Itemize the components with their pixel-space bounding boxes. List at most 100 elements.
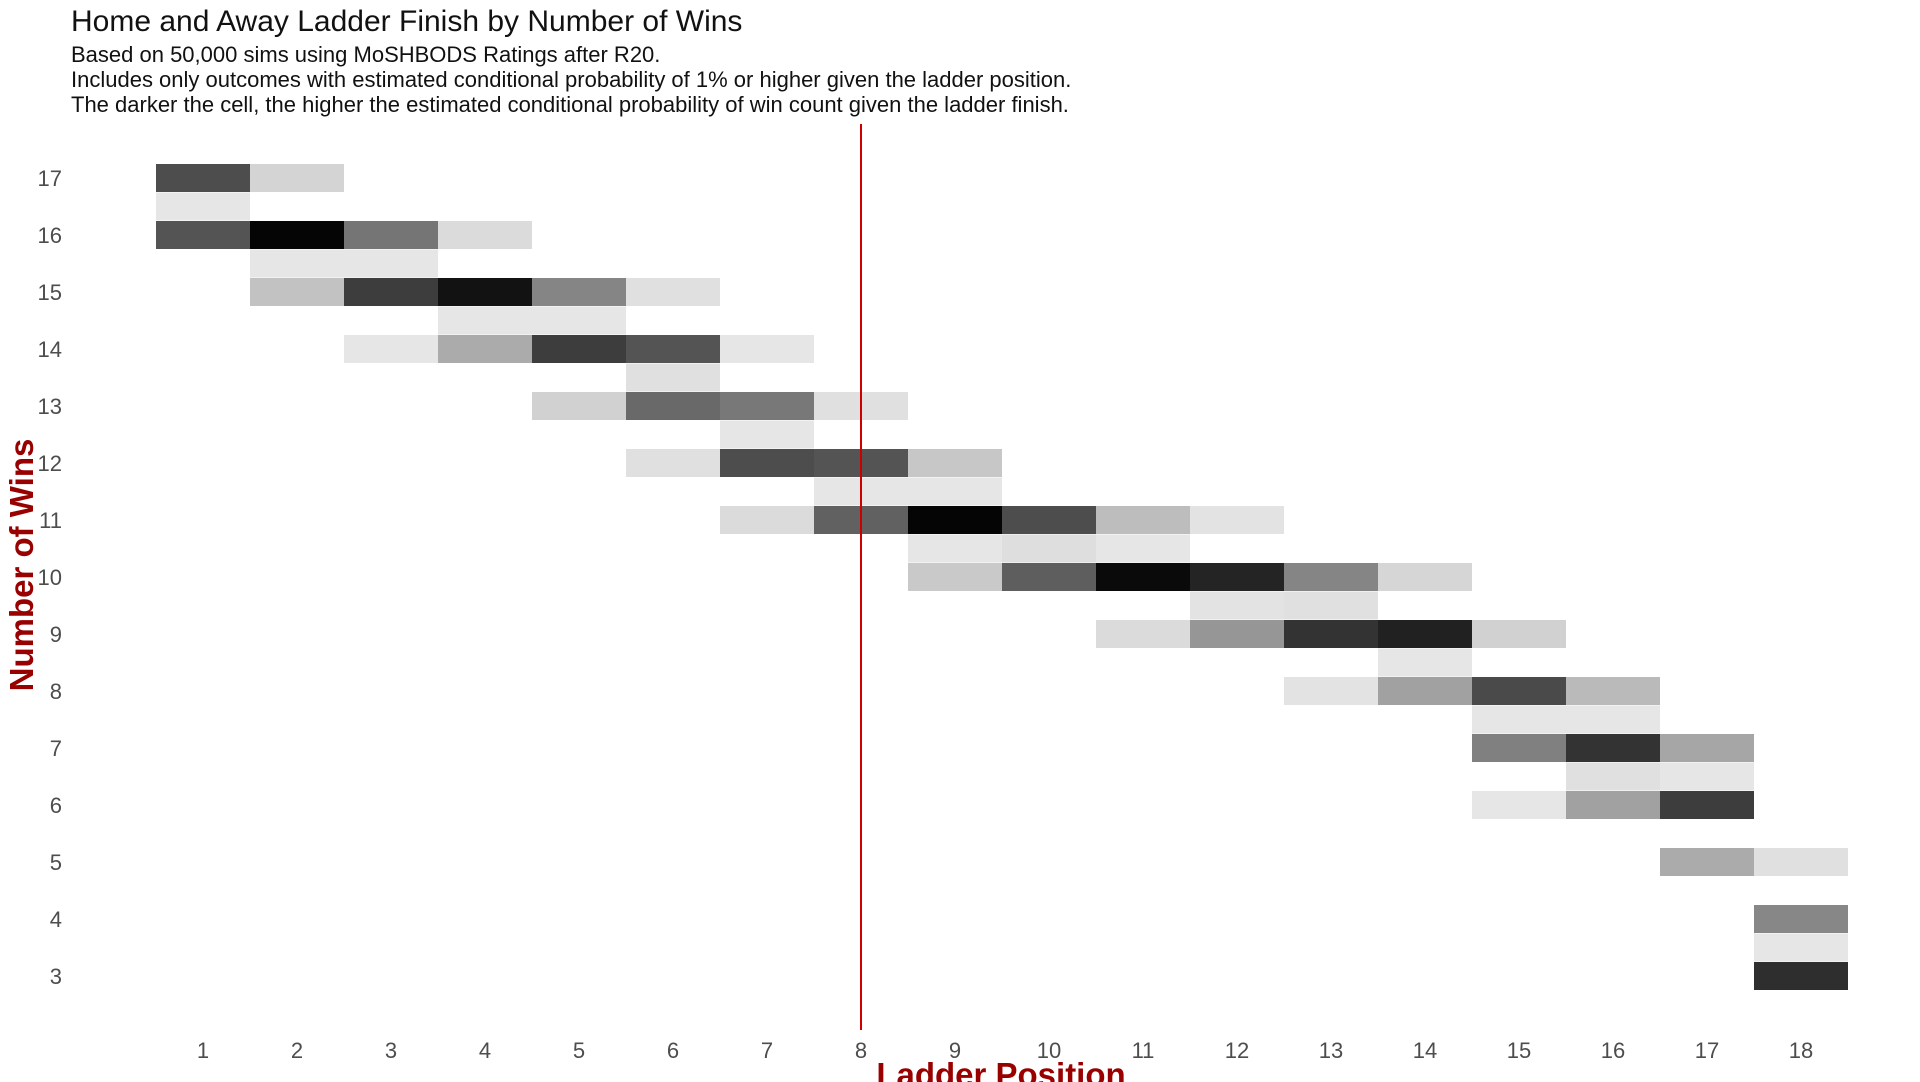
y-tick-label: 10 (38, 565, 62, 590)
y-tick-label: 14 (38, 337, 62, 362)
heatmap-cell (1096, 620, 1190, 648)
heatmap-cell (1754, 962, 1848, 990)
heatmap-cell (1096, 506, 1190, 534)
heatmap-cell (438, 221, 532, 249)
y-tick-label: 12 (38, 451, 62, 476)
heatmap-cell (626, 449, 720, 477)
y-tick-label: 4 (50, 907, 62, 932)
heatmap-cell (908, 563, 1002, 591)
y-tick-label: 13 (38, 394, 62, 419)
heatmap-cell (1096, 534, 1190, 563)
heatmap-cell (1566, 705, 1660, 734)
y-tick-label: 3 (50, 964, 62, 989)
x-axis-ticks: 1 2 3 4 5 6 7 8 9 10 11 12 13 14 15 16 17 18 (197, 1038, 1813, 1063)
heatmap-cell (250, 221, 344, 249)
heatmap-cell (1190, 506, 1284, 534)
heatmap-cell (438, 278, 532, 306)
heatmap-cell (720, 420, 814, 449)
heatmap-cell (1472, 620, 1566, 648)
heatmap-cell (1284, 591, 1378, 620)
heatmap-cell (1284, 620, 1378, 648)
x-tick-label: 10 (1037, 1038, 1061, 1063)
heatmap-cell (1660, 734, 1754, 762)
heatmap-cell (1472, 705, 1566, 734)
x-tick-label: 6 (667, 1038, 679, 1063)
heatmap-cell (1754, 905, 1848, 933)
heatmap-cell (908, 534, 1002, 563)
heatmap-cell (720, 449, 814, 477)
x-tick-label: 9 (949, 1038, 961, 1063)
heatmap-cell (1284, 563, 1378, 591)
heatmap-cell (626, 278, 720, 306)
heatmap-cell (1754, 848, 1848, 876)
heatmap-cell (1660, 791, 1754, 819)
y-axis-ticks: 17 16 15 14 13 12 11 10 9 8 7 6 5 4 3 (38, 166, 62, 989)
heatmap-cell (1472, 734, 1566, 762)
heatmap-cell (344, 249, 438, 278)
x-tick-label: 8 (855, 1038, 867, 1063)
heatmap-cell (250, 249, 344, 278)
heatmap-cell (532, 335, 626, 363)
y-tick-label: 7 (50, 736, 62, 761)
heatmap-cell (156, 192, 250, 221)
heatmap-cells (156, 164, 1848, 990)
heatmap-cell (1660, 762, 1754, 791)
heatmap-cell (250, 278, 344, 306)
x-tick-label: 12 (1225, 1038, 1249, 1063)
heatmap-cell (532, 306, 626, 335)
heatmap-cell (1472, 791, 1566, 819)
heatmap-cell (438, 306, 532, 335)
x-axis-title: Ladder Position (876, 1056, 1125, 1082)
heatmap-cell (626, 363, 720, 392)
x-tick-label: 1 (197, 1038, 209, 1063)
heatmap-cell (1378, 677, 1472, 705)
heatmap-cell (1566, 791, 1660, 819)
heatmap-cell (250, 164, 344, 192)
y-tick-label: 15 (38, 280, 62, 305)
x-tick-label: 14 (1413, 1038, 1437, 1063)
y-tick-label: 5 (50, 850, 62, 875)
chart-subtitle-line-1: Based on 50,000 sims using MoSHBODS Rati… (71, 42, 660, 67)
y-axis-title: Number of Wins (3, 439, 40, 692)
heatmap-cell (626, 335, 720, 363)
x-tick-label: 4 (479, 1038, 491, 1063)
y-tick-label: 9 (50, 622, 62, 647)
heatmap-cell (908, 506, 1002, 534)
heatmap-cell (1002, 563, 1096, 591)
heatmap-cell (1378, 648, 1472, 677)
heatmap-cell (1378, 620, 1472, 648)
x-tick-label: 7 (761, 1038, 773, 1063)
x-tick-label: 18 (1789, 1038, 1813, 1063)
heatmap-cell (438, 335, 532, 363)
x-tick-label: 3 (385, 1038, 397, 1063)
heatmap-cell (720, 392, 814, 420)
heatmap-cell (344, 278, 438, 306)
chart-subtitle-line-2: Includes only outcomes with estimated co… (71, 67, 1071, 92)
heatmap-cell (344, 335, 438, 363)
heatmap-cell (1378, 563, 1472, 591)
x-tick-label: 11 (1132, 1038, 1155, 1063)
heatmap-cell (1754, 933, 1848, 962)
x-tick-label: 15 (1507, 1038, 1531, 1063)
heatmap-cell (156, 221, 250, 249)
x-tick-label: 5 (573, 1038, 585, 1063)
heatmap-cell (720, 506, 814, 534)
y-tick-label: 16 (38, 223, 62, 248)
heatmap-cell (1472, 677, 1566, 705)
y-tick-label: 17 (38, 166, 62, 191)
heatmap-cell (626, 392, 720, 420)
x-tick-label: 16 (1601, 1038, 1625, 1063)
heatmap-cell (1190, 620, 1284, 648)
heatmap-cell (1096, 563, 1190, 591)
y-tick-label: 11 (39, 508, 62, 533)
heatmap-cell (344, 221, 438, 249)
heatmap-cell (908, 449, 1002, 477)
heatmap-cell (908, 477, 1002, 506)
heatmap-cell (720, 335, 814, 363)
x-tick-label: 2 (291, 1038, 303, 1063)
heatmap-cell (1002, 506, 1096, 534)
heatmap-cell (1566, 677, 1660, 705)
heatmap-cell (532, 278, 626, 306)
chart-subtitle-line-3: The darker the cell, the higher the esti… (71, 92, 1069, 117)
